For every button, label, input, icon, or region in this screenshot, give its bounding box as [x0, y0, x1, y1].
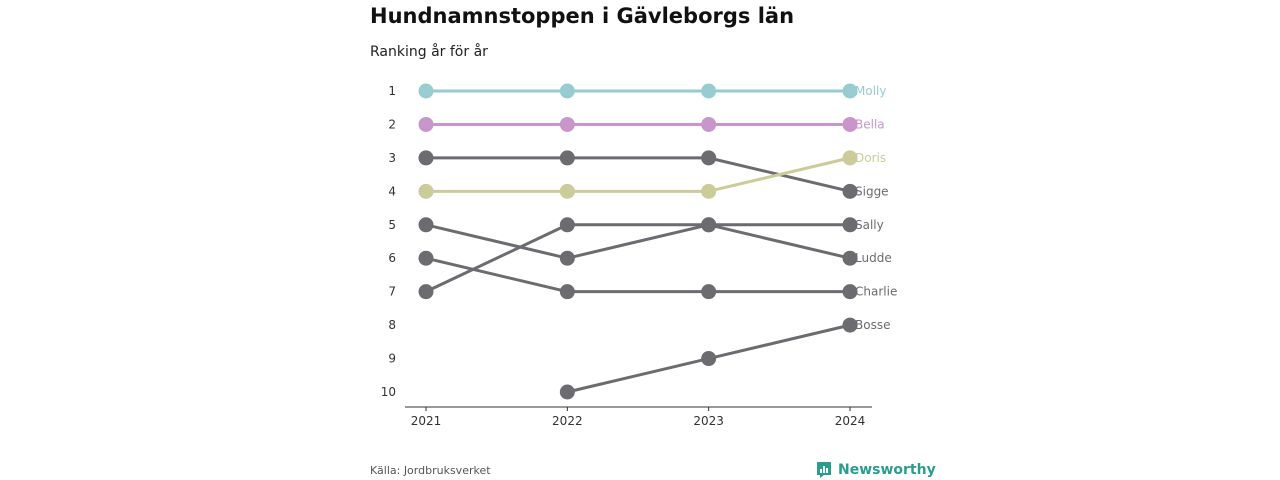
series-label-sally: Sally — [855, 218, 884, 232]
series-label-sigge: Sigge — [855, 184, 889, 198]
data-point-doris — [559, 183, 575, 199]
data-point-charlie — [701, 284, 717, 300]
series-lines — [424, 89, 852, 394]
x-tick-label: 2023 — [693, 414, 724, 428]
data-point-molly — [418, 83, 434, 99]
y-tick-label: 2 — [388, 117, 396, 131]
series-line-charlie — [424, 256, 852, 294]
data-point-ludde — [418, 217, 434, 233]
x-tick-label: 2022 — [552, 414, 583, 428]
y-tick-label: 10 — [381, 385, 396, 399]
series-labels: Sigge Sally Ludde Charlie Bosse Molly Bella Dor… — [855, 84, 897, 332]
y-tick-label: 5 — [388, 218, 396, 232]
y-tick-label: 9 — [388, 352, 396, 366]
data-point-ludde — [842, 250, 858, 266]
data-point-molly — [842, 83, 858, 99]
data-point-ludde — [559, 250, 575, 266]
series-line-sigge — [424, 156, 852, 193]
data-point-bella — [418, 116, 434, 132]
data-point-bosse — [842, 317, 858, 333]
data-point-bella — [842, 116, 858, 132]
data-point-doris — [701, 183, 717, 199]
series-label-molly: Molly — [855, 84, 886, 98]
x-axis-ticks: 2021 2022 2023 2024 — [411, 407, 866, 428]
y-tick-label: 1 — [388, 84, 396, 98]
y-tick-label: 8 — [388, 318, 396, 332]
data-point-bosse — [559, 384, 575, 400]
series-label-charlie: Charlie — [855, 285, 897, 299]
source-note: Källa: Jordbruksverket — [370, 464, 491, 477]
data-point-ludde — [701, 217, 717, 233]
y-tick-label: 6 — [388, 251, 396, 265]
series-label-ludde: Ludde — [855, 251, 892, 265]
brand-name: Newsworthy — [838, 462, 936, 478]
series-line-ludde — [424, 223, 852, 260]
y-tick-label: 4 — [388, 184, 396, 198]
data-point-charlie — [842, 284, 858, 300]
series-line-doris — [424, 156, 852, 193]
bar-chart-icon — [817, 462, 831, 478]
data-point-sally — [418, 284, 434, 300]
data-point-bella — [701, 116, 717, 132]
data-point-bosse — [701, 351, 717, 367]
data-point-sigge — [701, 150, 717, 166]
data-point-molly — [559, 83, 575, 99]
y-tick-label: 7 — [388, 285, 396, 299]
data-point-doris — [418, 183, 434, 199]
x-tick-label: 2021 — [411, 414, 442, 428]
data-point-molly — [701, 83, 717, 99]
series-points — [418, 83, 858, 400]
data-point-sally — [559, 217, 575, 233]
newsworthy-logo: Newsworthy — [816, 461, 936, 479]
data-point-charlie — [418, 250, 434, 266]
data-point-charlie — [559, 284, 575, 300]
chart-title: Hundnamnstoppen i Gävleborgs län — [370, 4, 795, 28]
data-point-doris — [842, 150, 858, 166]
chart-subtitle: Ranking år för år — [370, 44, 488, 60]
y-axis-ticks: 1 2 3 4 5 6 7 8 9 10 — [381, 84, 396, 399]
x-tick-label: 2024 — [835, 414, 866, 428]
data-point-sigge — [559, 150, 575, 166]
data-point-sigge — [418, 150, 434, 166]
y-tick-label: 3 — [388, 151, 396, 165]
data-point-sigge — [842, 183, 858, 199]
series-line-sally — [424, 223, 852, 294]
series-label-doris: Doris — [855, 151, 886, 165]
data-point-bella — [559, 116, 575, 132]
series-label-bosse: Bosse — [855, 318, 890, 332]
series-label-bella: Bella — [855, 117, 885, 131]
data-point-sally — [842, 217, 858, 233]
